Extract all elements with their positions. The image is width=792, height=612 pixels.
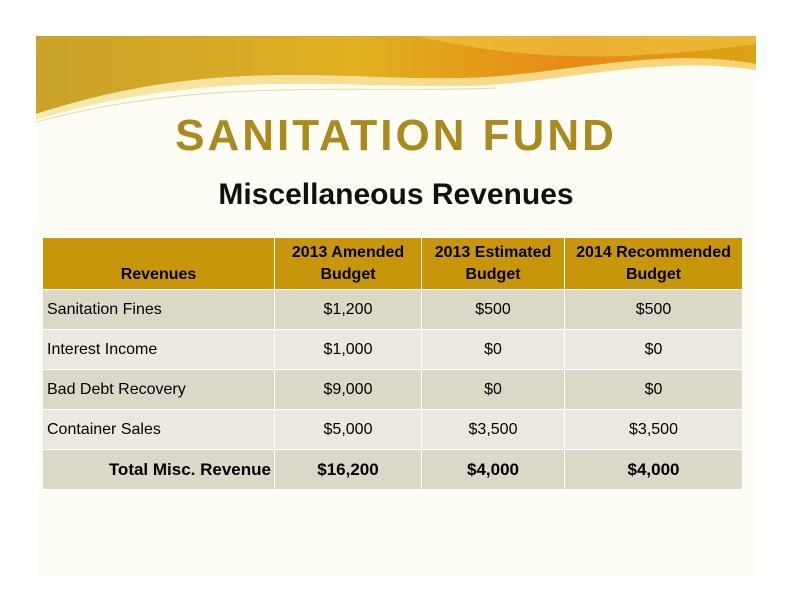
column-header-text: 2013 Estimated [434, 243, 552, 261]
cell-estimated: $3,500 [421, 409, 565, 450]
cell-estimated: $500 [421, 289, 565, 330]
cell-amended: $9,000 [274, 369, 422, 410]
cell-recommended: $3,500 [564, 409, 743, 450]
slide-subtitle: Miscellaneous Revenues [218, 178, 574, 211]
cell-amended: $1,200 [274, 289, 422, 330]
table-row: Interest Income $1,000 $0 $0 [42, 329, 743, 370]
slide-title: SANITATION FUND [175, 111, 617, 160]
total-row: Total Misc. Revenue $16,200 $4,000 $4,00… [42, 449, 743, 490]
total-estimated: $4,000 [421, 449, 565, 490]
cell-recommended: $0 [564, 329, 743, 370]
column-header-2014-recommended: 2014 Recommended Budget [564, 237, 743, 290]
column-header-text: Budget [465, 265, 521, 283]
table-row: Container Sales $5,000 $3,500 $3,500 [42, 409, 743, 450]
cell-recommended: $0 [564, 369, 743, 410]
column-header-text: 2013 Amended [291, 243, 405, 261]
row-label: Bad Debt Recovery [42, 369, 275, 410]
column-header-text: Revenues [120, 266, 197, 283]
revenue-table: Revenues 2013 Amended Budget 2013 Estima… [42, 237, 743, 490]
column-header-revenues: Revenues [42, 237, 275, 290]
cell-recommended: $500 [564, 289, 743, 330]
column-header-text: Budget [625, 265, 682, 283]
table-header-row: Revenues 2013 Amended Budget 2013 Estima… [42, 237, 743, 290]
table-row: Bad Debt Recovery $9,000 $0 $0 [42, 369, 743, 410]
row-label: Sanitation Fines [42, 289, 275, 330]
cell-amended: $1,000 [274, 329, 422, 370]
column-header-2013-estimated: 2013 Estimated Budget [421, 237, 565, 290]
cell-estimated: $0 [421, 329, 565, 370]
row-label: Container Sales [42, 409, 275, 450]
row-label: Interest Income [42, 329, 275, 370]
table-row: Sanitation Fines $1,200 $500 $500 [42, 289, 743, 330]
total-amended: $16,200 [274, 449, 422, 490]
total-recommended: $4,000 [564, 449, 743, 490]
total-label: Total Misc. Revenue [42, 449, 275, 490]
cell-amended: $5,000 [274, 409, 422, 450]
column-header-text: Budget [320, 265, 376, 283]
column-header-text: 2014 Recommended [576, 243, 731, 261]
cell-estimated: $0 [421, 369, 565, 410]
column-header-2013-amended: 2013 Amended Budget [274, 237, 422, 290]
slide: SANITATION FUND Miscellaneous Revenues R… [36, 36, 756, 576]
decorative-swoosh-banner [36, 36, 756, 123]
